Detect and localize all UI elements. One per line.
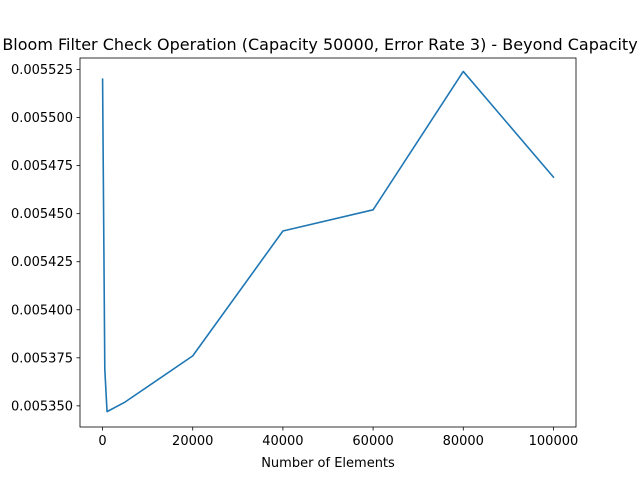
x-tick-label: 80000 xyxy=(443,434,484,449)
x-tick-label: 100000 xyxy=(529,434,579,449)
x-tick-label: 0 xyxy=(98,434,106,449)
y-tick-label: 0.005525 xyxy=(11,63,73,78)
y-tick-label: 0.005500 xyxy=(11,111,73,126)
y-tick-label: 0.005375 xyxy=(11,351,73,366)
chart-title: Bloom Filter Check Operation (Capacity 5… xyxy=(2,35,637,54)
y-tick-label: 0.005350 xyxy=(11,399,73,414)
y-tick-label: 0.005425 xyxy=(11,255,73,270)
x-tick-label: 60000 xyxy=(352,434,393,449)
y-tick-label: 0.005400 xyxy=(11,303,73,318)
axes: 0 20000 40000 60000 80000 100000 0.005350 0.005… xyxy=(11,57,579,449)
x-axis-label: Number of Elements xyxy=(261,456,395,471)
x-tick-label: 20000 xyxy=(172,434,213,449)
series-line-0 xyxy=(101,70,555,413)
x-tick-label: 40000 xyxy=(262,434,303,449)
y-tick-label: 0.005450 xyxy=(11,207,73,222)
y-tick-label: 0.005475 xyxy=(11,159,73,174)
plot-area xyxy=(101,70,555,413)
axes-frame xyxy=(79,57,577,428)
